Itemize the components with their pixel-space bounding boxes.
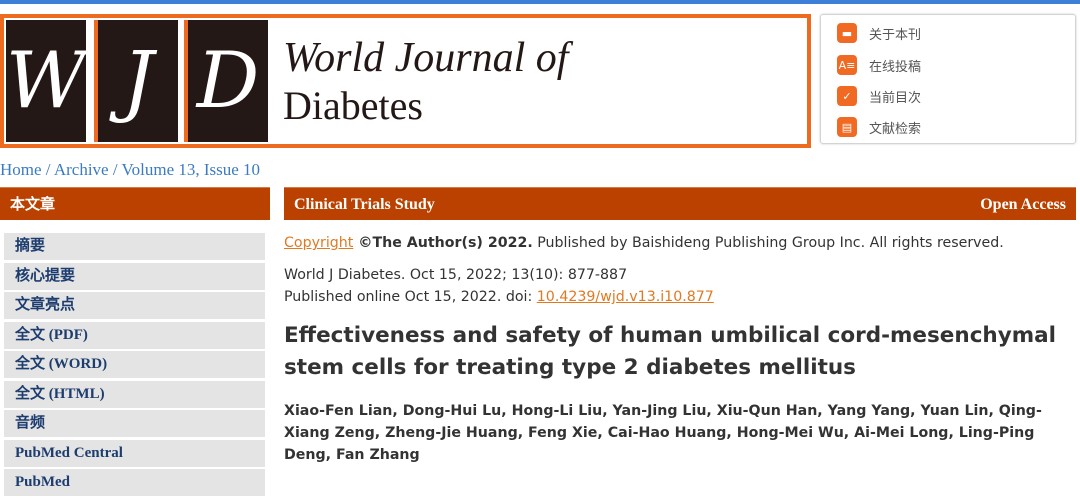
logo-letter: D (184, 20, 268, 142)
quick-link-about[interactable]: ▬ 关于本刊 (837, 23, 921, 43)
citation: World J Diabetes. Oct 15, 2022; 13(10): … (284, 267, 628, 283)
open-access-label: Open Access (980, 196, 1066, 213)
logo-letter: W (6, 20, 86, 142)
journal-logo[interactable]: W J D World Journal of Diabetes (0, 14, 811, 148)
sidebar-item-word[interactable]: 全文 (WORD) (4, 351, 265, 378)
quick-link-label: 关于本刊 (869, 27, 922, 43)
article-title: Effectiveness and safety of human umbili… (284, 323, 1057, 380)
breadcrumb-separator: / (108, 160, 122, 179)
published-text: Published online Oct 15, 2022. doi: (284, 289, 537, 305)
clipboard-check-icon: ✓ (837, 86, 857, 106)
published-line: Published online Oct 15, 2022. doi: 10.4… (284, 289, 714, 305)
quick-link-current-issue[interactable]: ✓ 当前目次 (837, 86, 921, 106)
quick-link-label: 当前目次 (869, 90, 922, 106)
sidebar-item-pubmed[interactable]: PubMed (4, 469, 265, 496)
book-icon: ▬ (837, 23, 857, 43)
sidebar-item-pdf[interactable]: 全文 (PDF) (4, 321, 265, 349)
breadcrumb-separator: / (41, 160, 54, 179)
sidebar-header: 本文章 (0, 187, 270, 220)
breadcrumb-issue[interactable]: Volume 13, Issue 10 (121, 160, 261, 179)
sidebar-item-highlights[interactable]: 文章亮点 (4, 292, 265, 319)
logo-title-line2: Diabetes (283, 83, 423, 128)
breadcrumb-archive[interactable]: Archive (53, 160, 109, 179)
copyright-text: Published by Baishideng Publishing Group… (532, 235, 1004, 251)
article-authors: Xiao-Fen Lian, Dong-Hui Lu, Hong-Li Liu,… (284, 403, 1042, 463)
quick-link-submit[interactable]: A≡ 在线投稿 (837, 55, 921, 75)
quick-links-panel: ▬ 关于本刊 A≡ 在线投稿 ✓ 当前目次 ▤ 文献检索 (820, 14, 1076, 144)
copyright-holder: ©The Author(s) 2022. (353, 235, 533, 251)
copyright-line: Copyright ©The Author(s) 2022. Published… (284, 235, 1004, 251)
clipboard-search-icon: ▤ (837, 117, 857, 137)
logo-title-line1: World Journal of (283, 35, 569, 81)
sidebar-item-abstract[interactable]: 摘要 (4, 233, 265, 260)
quick-link-label: 在线投稿 (869, 59, 922, 75)
top-bar (0, 0, 1080, 4)
submit-form-icon: A≡ (837, 55, 857, 75)
article-header-bar: Clinical Trials Study Open Access (284, 187, 1076, 220)
sidebar-item-html[interactable]: 全文 (HTML) (4, 380, 265, 408)
sidebar: 摘要 核心提要 文章亮点 全文 (PDF) 全文 (WORD) 全文 (HTML… (4, 233, 265, 499)
sidebar-item-core-tip[interactable]: 核心提要 (4, 262, 265, 290)
sidebar-item-pubmed-central[interactable]: PubMed Central (4, 439, 265, 467)
quick-link-label: 文献检索 (869, 121, 922, 137)
breadcrumb: Home / Archive / Volume 13, Issue 10 (0, 160, 260, 180)
logo-letter: J (94, 20, 178, 142)
article-category: Clinical Trials Study (294, 196, 435, 213)
copyright-link[interactable]: Copyright (284, 235, 354, 251)
breadcrumb-home[interactable]: Home (0, 160, 42, 179)
sidebar-item-audio[interactable]: 音频 (4, 410, 265, 437)
quick-link-search[interactable]: ▤ 文献检索 (837, 117, 921, 137)
doi-link[interactable]: 10.4239/wjd.v13.i10.877 (536, 289, 714, 305)
